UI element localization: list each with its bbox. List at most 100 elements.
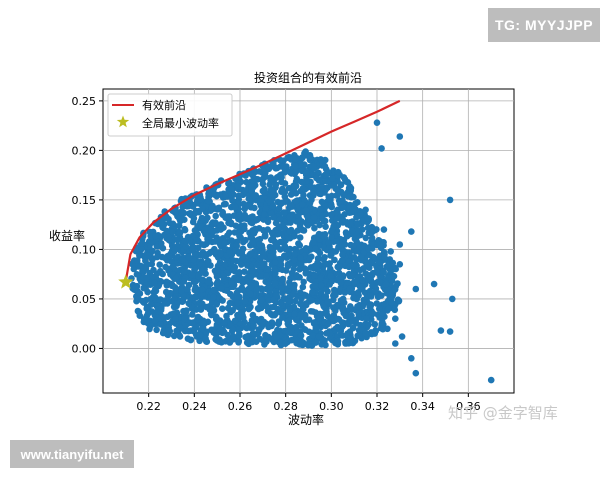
scatter-point [235, 326, 242, 334]
scatter-point [412, 285, 420, 293]
scatter-point [209, 326, 217, 334]
scatter-point [227, 337, 234, 345]
scatter-point [286, 213, 294, 221]
y-tick-label: 0.20 [72, 144, 97, 157]
scatter-point [350, 278, 358, 286]
scatter-point [207, 262, 214, 269]
site-watermark: www.tianyifu.net [10, 440, 134, 468]
legend-frontier-label: 有效前沿 [142, 98, 186, 112]
scatter-point [190, 278, 198, 286]
scatter-point [287, 202, 295, 210]
scatter-point [241, 225, 248, 233]
scatter-point [216, 259, 224, 266]
scatter-point [252, 315, 260, 323]
scatter-point [247, 273, 255, 280]
scatter-point [241, 268, 248, 276]
scatter-point [311, 224, 318, 232]
scatter-point [170, 310, 177, 317]
scatter-point [332, 248, 340, 255]
scatter-point [391, 286, 399, 293]
scatter-point [290, 284, 297, 292]
scatter-point [204, 197, 212, 205]
scatter-point [192, 207, 200, 215]
scatter-point [247, 290, 254, 298]
scatter-point [315, 333, 323, 340]
scatter-point [323, 330, 330, 337]
scatter-point [292, 162, 299, 170]
scatter-point [189, 311, 196, 318]
scatter-point [242, 236, 249, 244]
scatter-point [338, 323, 346, 331]
scatter-point [198, 214, 206, 222]
scatter-point [250, 322, 257, 329]
scatter-point [172, 315, 179, 323]
scatter-point [329, 175, 337, 182]
scatter-point [239, 279, 247, 286]
scatter-point [174, 236, 181, 244]
scatter-point [327, 252, 334, 259]
scatter-point [285, 234, 292, 241]
scatter-point [341, 241, 349, 248]
scatter-point [191, 293, 199, 301]
scatter-point [217, 250, 224, 258]
scatter-point [285, 317, 293, 325]
scatter-point [320, 302, 328, 310]
scatter-point [344, 279, 352, 287]
scatter-point [408, 228, 415, 235]
scatter-point [147, 301, 155, 308]
scatter-point [235, 269, 243, 276]
y-tick-label: 0.15 [72, 194, 97, 207]
scatter-point [265, 297, 273, 304]
scatter-point [132, 283, 139, 291]
scatter-point [350, 253, 358, 261]
scatter-point [279, 275, 287, 283]
y-axis-label: 收益率 [49, 228, 85, 243]
scatter-point [333, 238, 341, 245]
scatter-point [225, 179, 233, 186]
scatter-point [335, 269, 343, 277]
scatter-point [285, 298, 293, 305]
scatter-point [230, 257, 237, 264]
scatter-point [354, 221, 362, 228]
scatter-point [249, 329, 257, 337]
scatter-point [312, 324, 320, 332]
scatter-point [203, 303, 210, 311]
scatter-point [194, 313, 202, 321]
scatter-point [317, 205, 324, 213]
scatter-point [165, 236, 173, 244]
scatter-point [346, 285, 353, 293]
scatter-point [290, 336, 298, 343]
scatter-point [281, 180, 289, 187]
scatter-point [172, 287, 179, 295]
scatter-point [153, 326, 160, 334]
scatter-point [226, 248, 233, 255]
scatter-point [365, 321, 372, 329]
scatter-point [339, 197, 346, 204]
scatter-point [278, 285, 285, 292]
scatter-point [200, 319, 207, 327]
scatter-point [339, 204, 347, 211]
scatter-point [322, 177, 330, 185]
scatter-point [292, 297, 299, 305]
scatter-point [265, 280, 273, 288]
scatter-point [236, 232, 243, 240]
scatter-point [354, 303, 361, 310]
scatter-point [247, 214, 254, 221]
scatter-point [437, 327, 445, 334]
scatter-point [185, 254, 193, 261]
scatter-point [178, 216, 185, 223]
scatter-point [330, 304, 337, 311]
scatter-point [286, 279, 293, 286]
scatter-point [298, 338, 305, 345]
scatter-point [292, 156, 299, 163]
scatter-point [205, 234, 213, 241]
scatter-point [291, 310, 298, 318]
scatter-point [162, 288, 170, 296]
scatter-point [158, 219, 165, 226]
scatter-point [305, 316, 313, 324]
tg-watermark: TG: MYYJJPP [488, 8, 600, 42]
scatter-point [276, 331, 284, 339]
scatter-point [181, 237, 189, 245]
scatter-point [349, 324, 357, 332]
scatter-point [368, 228, 376, 236]
